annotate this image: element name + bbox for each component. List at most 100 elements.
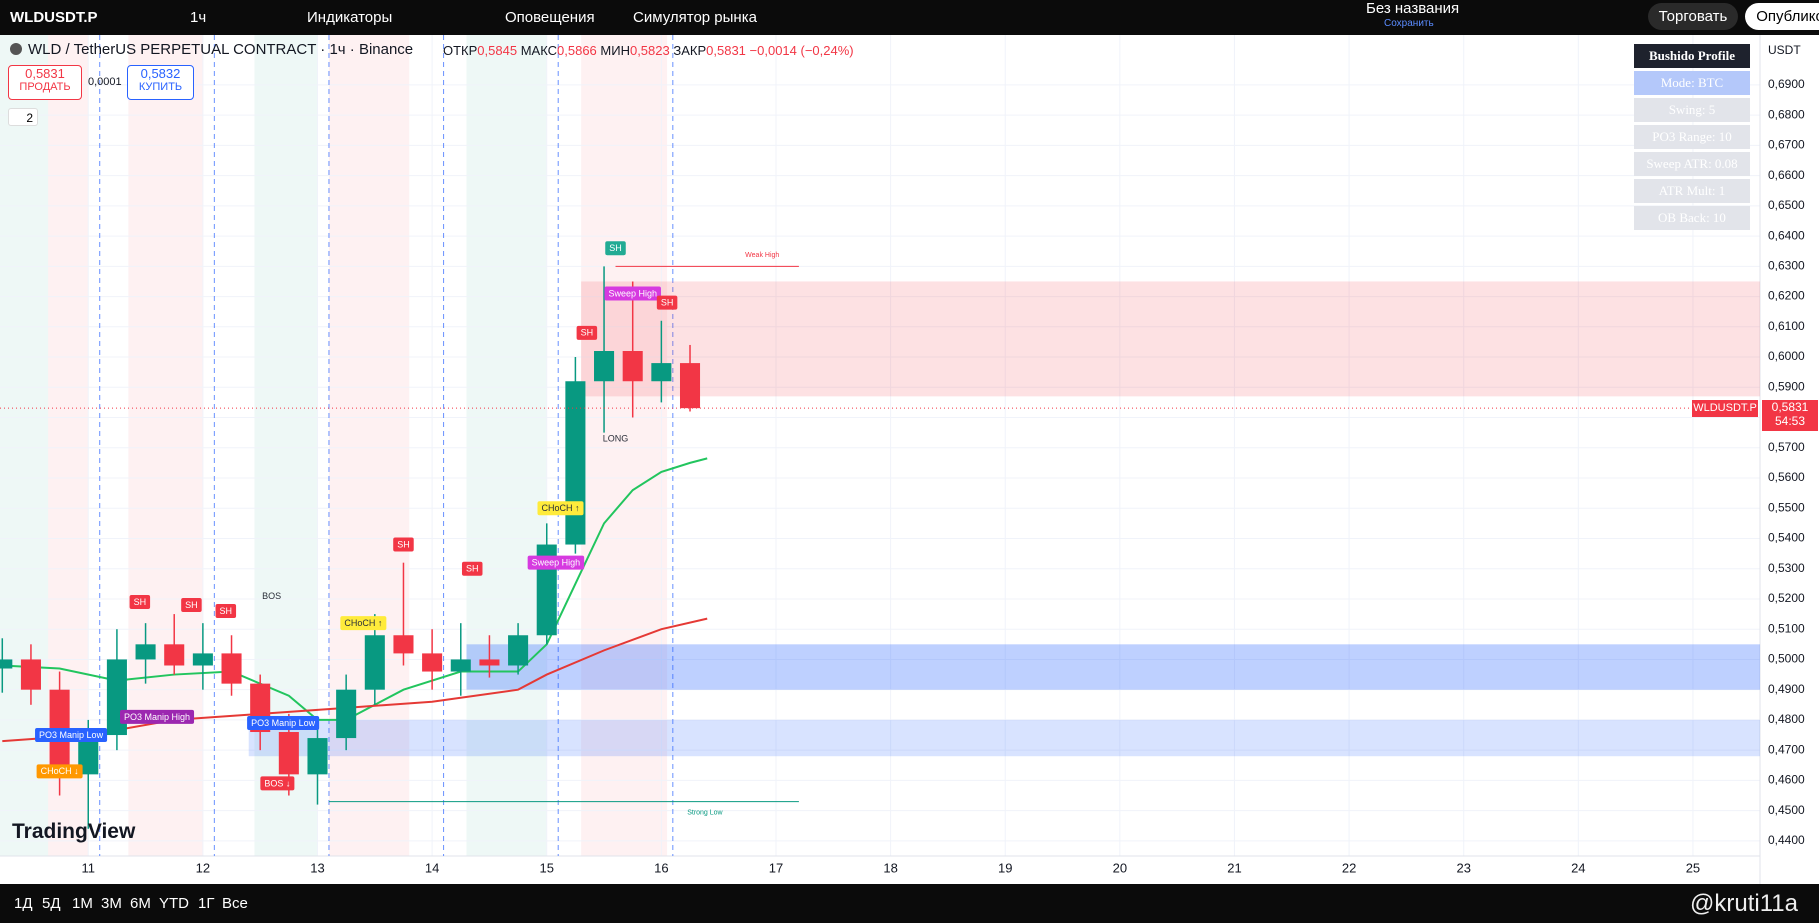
tag: PO3 Manip High bbox=[120, 709, 195, 724]
tag-label: Sweep High bbox=[608, 288, 657, 298]
tag-label: SH bbox=[397, 539, 410, 549]
tag-box bbox=[527, 555, 585, 570]
candle-body bbox=[307, 738, 328, 775]
y-tick-label: 0,5100 bbox=[1768, 621, 1805, 635]
tag-label: PO3 Manip High bbox=[124, 712, 190, 722]
x-tick-label: 13 bbox=[310, 860, 324, 875]
tag-box bbox=[576, 325, 598, 340]
trade-button[interactable]: Торговать bbox=[1648, 3, 1738, 30]
x-tick-label: 22 bbox=[1342, 860, 1356, 875]
low: 0,5823 bbox=[629, 43, 670, 58]
publish-button[interactable]: Опублико bbox=[1745, 3, 1819, 30]
tag: CHoCH ↑ bbox=[340, 616, 387, 631]
open: 0,5845 bbox=[477, 43, 518, 58]
session-shade bbox=[466, 35, 547, 856]
y-tick-label: 0,6200 bbox=[1768, 289, 1805, 303]
y-tick-label: 0,5000 bbox=[1768, 652, 1805, 666]
high-label: МАКС bbox=[520, 43, 558, 58]
y-tick-label: 0,5700 bbox=[1768, 440, 1805, 454]
range[interactable]: 1Д bbox=[14, 895, 33, 912]
x-tick-label: 18 bbox=[883, 860, 897, 875]
save[interactable]: Сохранить bbox=[1384, 18, 1434, 29]
interval[interactable]: 1ч bbox=[190, 9, 207, 26]
y-tick-label: 0,4600 bbox=[1768, 773, 1805, 787]
symbol[interactable]: WLDUSDT.P bbox=[10, 9, 98, 26]
tag-box bbox=[247, 715, 320, 730]
y-tick-label: 0,6100 bbox=[1768, 319, 1805, 333]
tag-label: Sweep High bbox=[532, 558, 581, 568]
candle-body bbox=[622, 351, 643, 382]
candle-body bbox=[221, 653, 242, 684]
tag-label: SH bbox=[661, 297, 674, 307]
x-tick-label: 12 bbox=[196, 860, 210, 875]
tag: SH bbox=[576, 325, 598, 340]
tag: Sweep High bbox=[527, 555, 585, 570]
ma-line bbox=[2, 617, 708, 743]
panel-row: Mode: BTC bbox=[1634, 71, 1750, 95]
y-tick-label: 0,4400 bbox=[1768, 833, 1805, 847]
tag-box bbox=[393, 537, 414, 552]
range[interactable]: 6М bbox=[130, 895, 151, 912]
y-tick-label: 0,4500 bbox=[1768, 803, 1805, 817]
tag-label: BOS ↓ bbox=[264, 778, 290, 788]
high: 0,5866 bbox=[557, 43, 597, 58]
y-tick-label: 0,4800 bbox=[1768, 712, 1805, 726]
range[interactable]: Все bbox=[222, 895, 248, 912]
y-tick-label: 0,5600 bbox=[1768, 470, 1805, 484]
tag: PO3 Manip Low bbox=[247, 715, 320, 730]
session-shade bbox=[0, 35, 49, 856]
range[interactable]: 5Д bbox=[42, 895, 61, 912]
tag: CHoCH ↑ bbox=[537, 501, 584, 516]
price-badge-symbol: WLDUSDT.P bbox=[1692, 400, 1758, 418]
buy-price: 0,5832 bbox=[140, 66, 181, 81]
candle-body bbox=[164, 644, 185, 666]
indicators-toggle[interactable]: 2 bbox=[8, 108, 38, 126]
indicators[interactable]: Индикаторы bbox=[307, 9, 393, 26]
buy-button[interactable]: 0,5832 КУПИТЬ bbox=[127, 65, 194, 100]
zone bbox=[466, 644, 1761, 690]
layout-name[interactable]: Без названия bbox=[1366, 0, 1460, 17]
tag-label: SH bbox=[609, 243, 622, 253]
sell-button[interactable]: 0,5831 ПРОДАТЬ bbox=[8, 65, 82, 100]
panel-row: OB Back: 10 bbox=[1634, 206, 1750, 230]
tag: LONG bbox=[603, 434, 629, 444]
level-label: Weak High bbox=[745, 252, 779, 259]
spread: 0,0001 bbox=[88, 76, 122, 88]
price-badge-price: 0,5831 bbox=[1771, 400, 1809, 415]
candle-body bbox=[479, 659, 500, 666]
tag-box bbox=[215, 604, 237, 619]
tag-box bbox=[35, 728, 108, 743]
y-tick-label: 0,5300 bbox=[1768, 561, 1805, 575]
tag-label: SH bbox=[185, 600, 198, 610]
panel-row: ATR Mult: 1 bbox=[1634, 179, 1750, 203]
tag-box bbox=[120, 709, 195, 724]
candle-body bbox=[336, 689, 357, 739]
alerts[interactable]: Оповещения bbox=[505, 9, 595, 26]
bottom-toolbar: 1Д 5Д 1М 3М 6М YTD 1Г Все @kruti11a bbox=[0, 884, 1819, 923]
range[interactable]: 1Г bbox=[198, 895, 215, 912]
tag-label: PO3 Manip Low bbox=[251, 718, 316, 728]
tag-label: LONG bbox=[603, 434, 629, 444]
currency[interactable]: USDT bbox=[1768, 43, 1801, 57]
close-label: ЗАКР bbox=[673, 43, 707, 58]
x-tick-label: 23 bbox=[1456, 860, 1470, 875]
tag-label: SH bbox=[466, 564, 479, 574]
tag: SH bbox=[393, 537, 414, 552]
x-tick-label: 25 bbox=[1686, 860, 1700, 875]
range[interactable]: YTD bbox=[159, 895, 189, 912]
range[interactable]: 1М bbox=[72, 895, 93, 912]
y-tick-label: 0,6600 bbox=[1768, 168, 1805, 182]
y-tick-label: 0,5500 bbox=[1768, 500, 1805, 514]
candle-body bbox=[679, 363, 701, 409]
tag-box bbox=[260, 776, 295, 791]
y-tick-label: 0,6300 bbox=[1768, 259, 1805, 273]
change: −0,0014 (−0,24%) bbox=[749, 43, 854, 58]
tag: SH bbox=[605, 241, 626, 256]
watermark: @kruti11a bbox=[1690, 890, 1798, 917]
range[interactable]: 3М bbox=[101, 895, 122, 912]
replay[interactable]: Симулятор рынка bbox=[633, 9, 757, 26]
open-label: ОТКР bbox=[443, 43, 478, 58]
low-label: МИН bbox=[600, 43, 630, 58]
session-shade bbox=[581, 35, 668, 856]
x-tick-label: 15 bbox=[540, 860, 554, 875]
